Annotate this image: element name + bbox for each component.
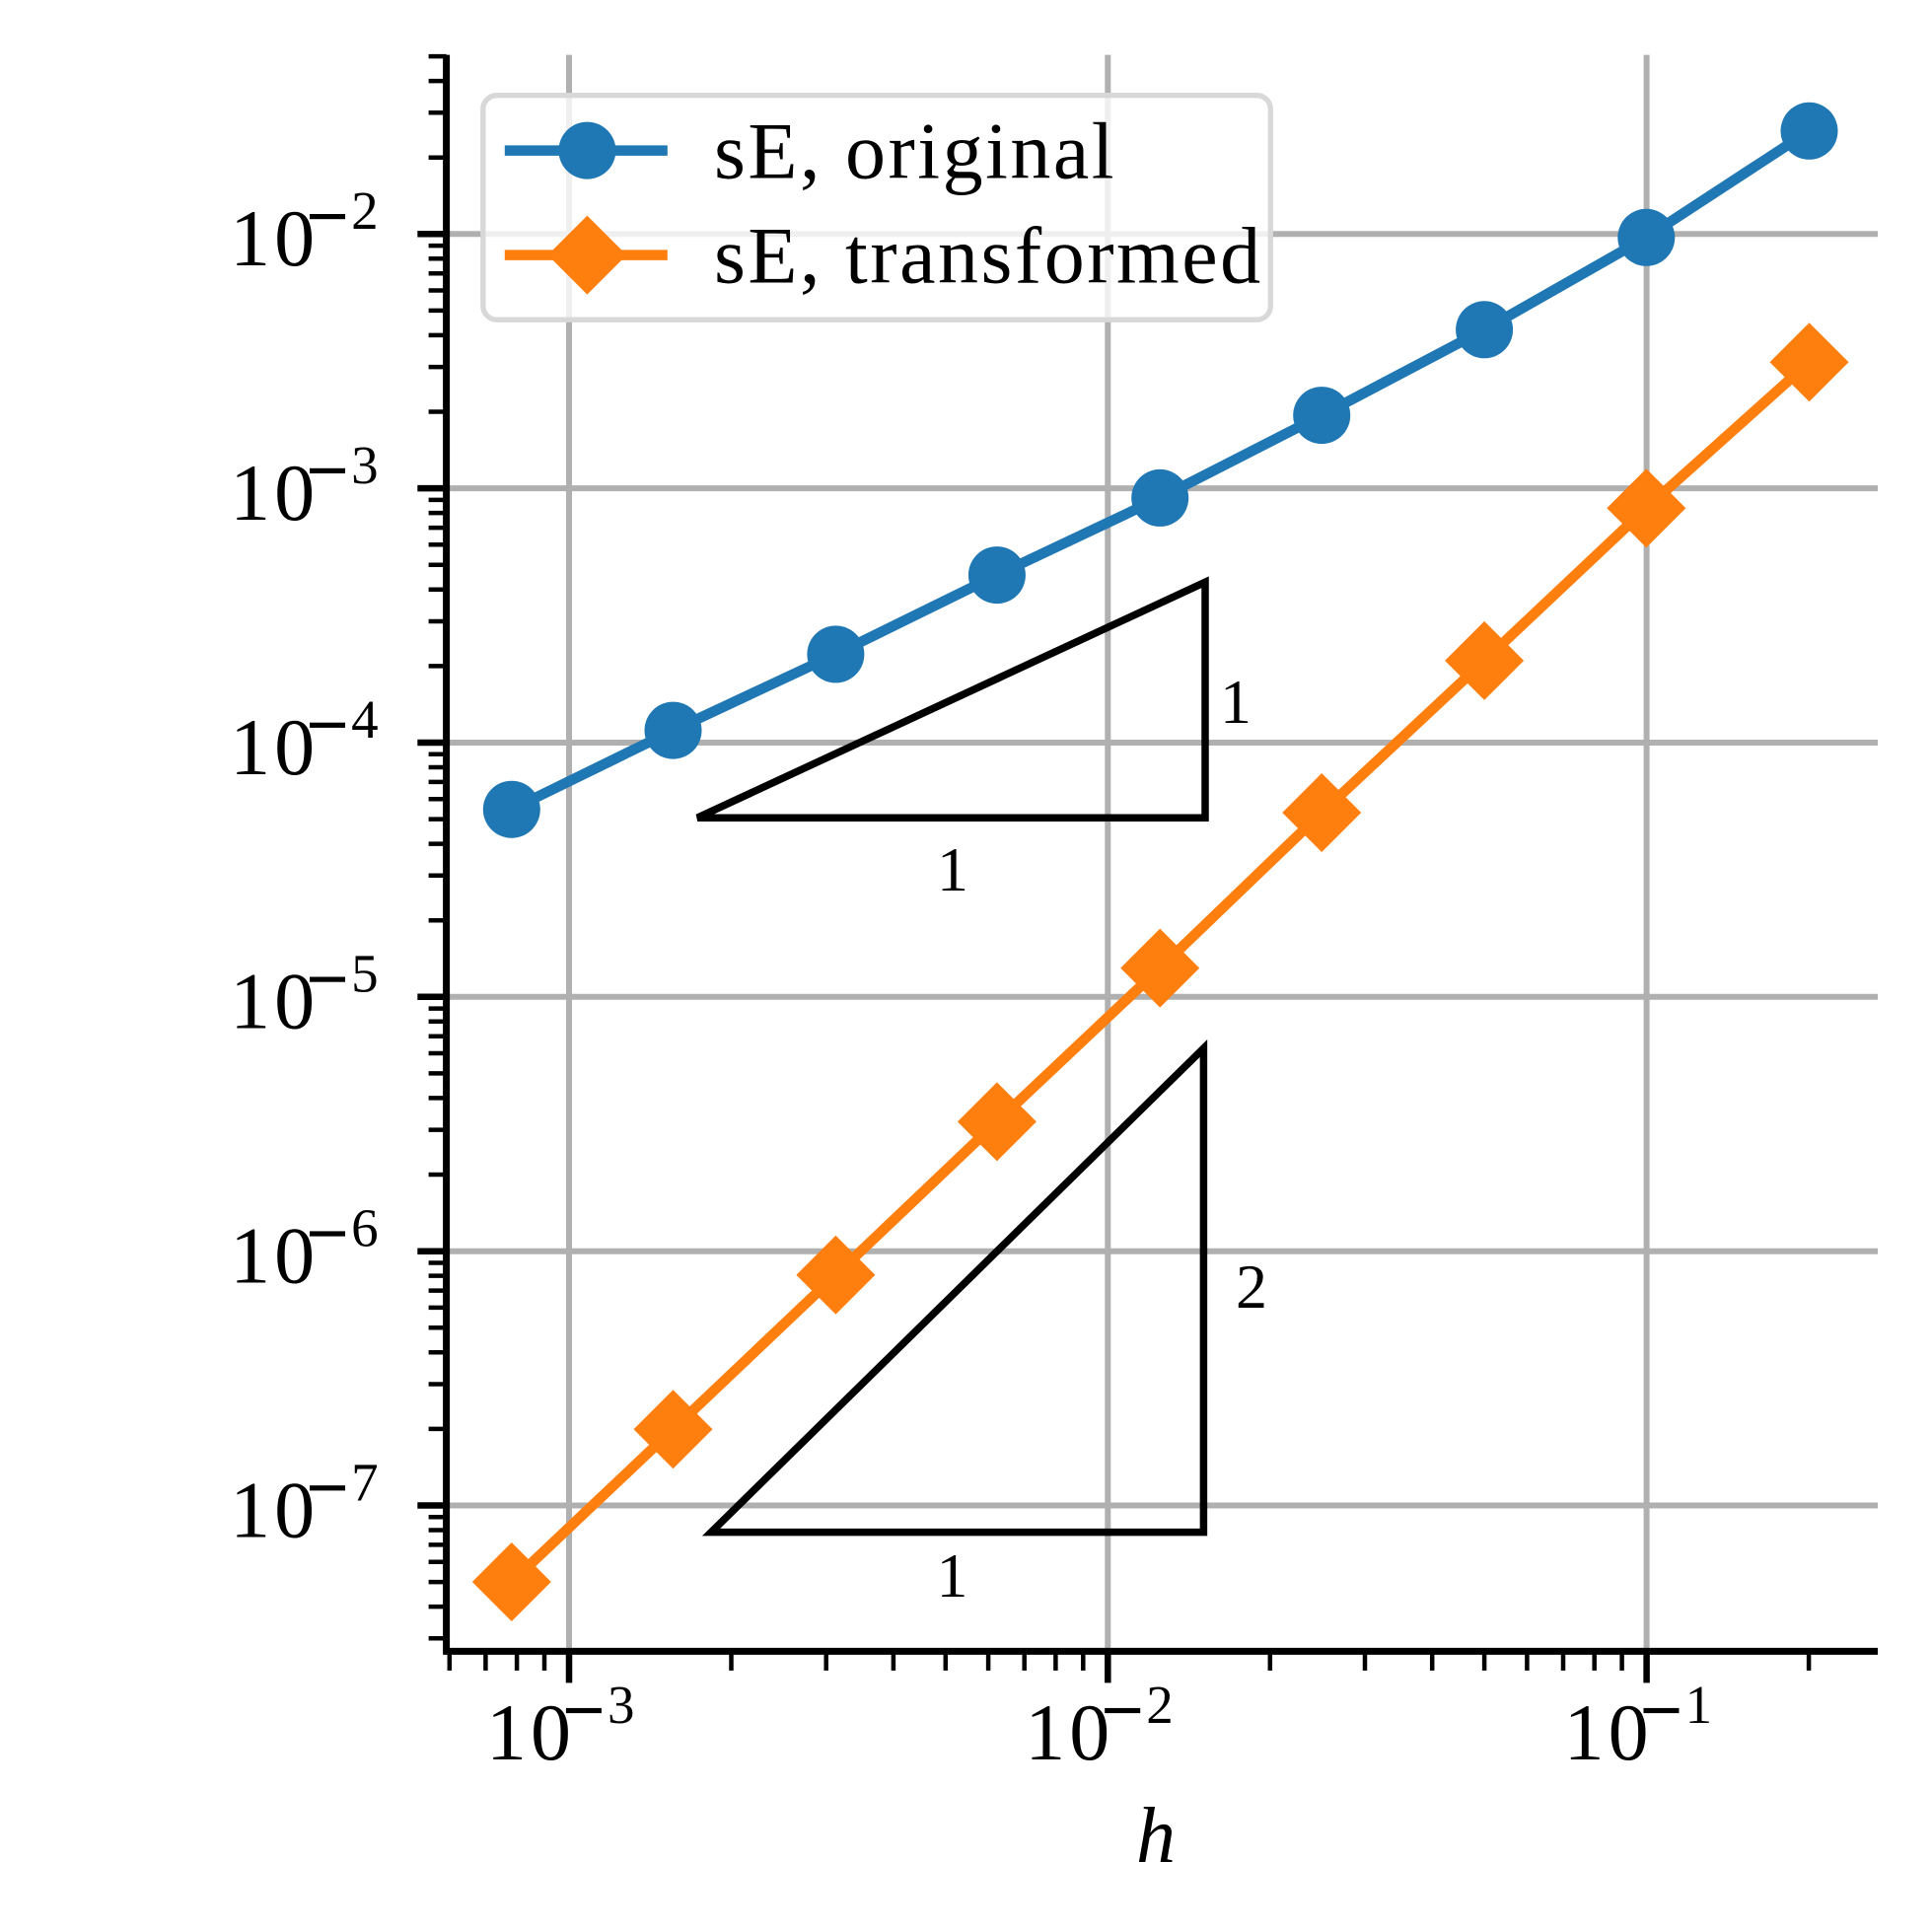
svg-text:3: 3 — [351, 435, 379, 495]
svg-text:1: 1 — [1685, 1675, 1713, 1735]
svg-text:1: 1 — [937, 1540, 968, 1610]
svg-text:10: 10 — [1564, 1687, 1653, 1777]
svg-text:4: 4 — [351, 689, 379, 750]
svg-text:h: h — [1136, 1793, 1176, 1880]
svg-text:6: 6 — [351, 1198, 379, 1258]
svg-text:10: 10 — [230, 1465, 319, 1554]
svg-text:10: 10 — [230, 448, 319, 537]
svg-text:10: 10 — [1025, 1687, 1113, 1777]
svg-text:sE, transformed: sE, transformed — [714, 211, 1263, 301]
svg-text:1: 1 — [937, 834, 968, 904]
svg-text:2: 2 — [1236, 1252, 1267, 1322]
svg-text:10: 10 — [230, 1211, 319, 1301]
svg-text:10: 10 — [230, 702, 319, 792]
svg-text:5: 5 — [351, 944, 379, 1004]
svg-text:2: 2 — [1146, 1675, 1174, 1735]
svg-text:1: 1 — [1220, 667, 1252, 737]
svg-text:10: 10 — [486, 1687, 575, 1777]
svg-text:10: 10 — [230, 957, 319, 1046]
svg-text:10: 10 — [230, 193, 319, 283]
svg-text:2: 2 — [351, 180, 379, 241]
svg-text:3: 3 — [608, 1675, 635, 1735]
svg-text:7: 7 — [351, 1452, 379, 1512]
svg-text:sE, original: sE, original — [714, 107, 1116, 196]
